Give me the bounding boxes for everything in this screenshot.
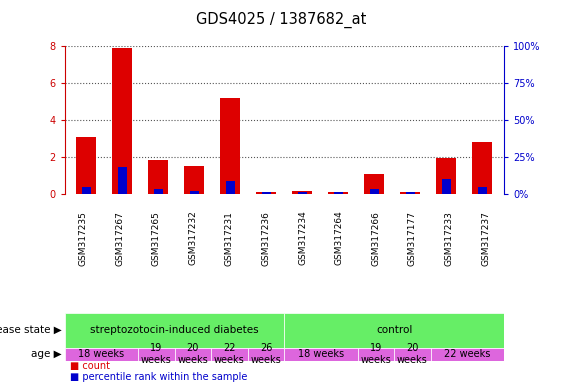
- Text: age ▶: age ▶: [32, 349, 62, 359]
- Bar: [154, 189, 163, 194]
- Text: streptozotocin-induced diabetes: streptozotocin-induced diabetes: [90, 325, 259, 335]
- Bar: [118, 167, 127, 194]
- Text: ■ percentile rank within the sample: ■ percentile rank within the sample: [70, 372, 248, 382]
- Text: GSM317265: GSM317265: [152, 211, 160, 265]
- Text: GSM317235: GSM317235: [79, 211, 87, 265]
- Bar: [284, 313, 504, 348]
- Bar: [149, 160, 168, 194]
- Text: GSM317237: GSM317237: [481, 211, 490, 265]
- Bar: [364, 174, 384, 194]
- Bar: [65, 348, 138, 361]
- Text: 26
weeks: 26 weeks: [251, 343, 282, 365]
- Text: GSM317236: GSM317236: [262, 211, 270, 265]
- Bar: [370, 189, 379, 194]
- Text: 19
weeks: 19 weeks: [141, 343, 172, 365]
- Bar: [284, 348, 358, 361]
- Bar: [472, 142, 492, 194]
- Text: 22
weeks: 22 weeks: [214, 343, 245, 365]
- Bar: [221, 98, 240, 194]
- Text: control: control: [376, 325, 412, 335]
- Bar: [211, 348, 248, 361]
- Text: 19
weeks: 19 weeks: [360, 343, 391, 365]
- Text: GSM317232: GSM317232: [189, 211, 197, 265]
- Bar: [328, 192, 348, 194]
- Text: GSM317266: GSM317266: [372, 211, 380, 265]
- Text: 18 weeks: 18 weeks: [298, 349, 344, 359]
- Bar: [436, 158, 456, 194]
- Text: GSM317234: GSM317234: [298, 211, 307, 265]
- Bar: [65, 313, 284, 348]
- Text: GSM317267: GSM317267: [115, 211, 124, 265]
- Text: 20
weeks: 20 weeks: [397, 343, 428, 365]
- Text: GSM317231: GSM317231: [225, 211, 234, 265]
- Bar: [113, 48, 132, 194]
- Text: 22 weeks: 22 weeks: [444, 349, 490, 359]
- Bar: [82, 187, 91, 194]
- Bar: [431, 348, 504, 361]
- Text: GSM317233: GSM317233: [445, 211, 453, 265]
- Bar: [406, 192, 415, 194]
- Bar: [442, 179, 451, 194]
- Bar: [190, 191, 199, 194]
- Bar: [400, 192, 420, 194]
- Text: GSM317264: GSM317264: [335, 211, 343, 265]
- Text: disease state ▶: disease state ▶: [0, 325, 62, 335]
- Bar: [262, 192, 271, 194]
- Bar: [478, 187, 487, 194]
- Text: 20
weeks: 20 weeks: [177, 343, 208, 365]
- Bar: [394, 348, 431, 361]
- Bar: [185, 166, 204, 194]
- Bar: [77, 137, 96, 194]
- Bar: [175, 348, 211, 361]
- Bar: [334, 192, 343, 194]
- Text: 18 weeks: 18 weeks: [78, 349, 124, 359]
- Text: GSM317177: GSM317177: [408, 210, 417, 266]
- Text: GDS4025 / 1387682_at: GDS4025 / 1387682_at: [196, 12, 367, 28]
- Text: ■ count: ■ count: [70, 361, 110, 371]
- Bar: [256, 192, 276, 194]
- Bar: [292, 191, 312, 194]
- Bar: [248, 348, 284, 361]
- Bar: [138, 348, 175, 361]
- Bar: [226, 180, 235, 194]
- Bar: [358, 348, 394, 361]
- Bar: [298, 192, 307, 194]
